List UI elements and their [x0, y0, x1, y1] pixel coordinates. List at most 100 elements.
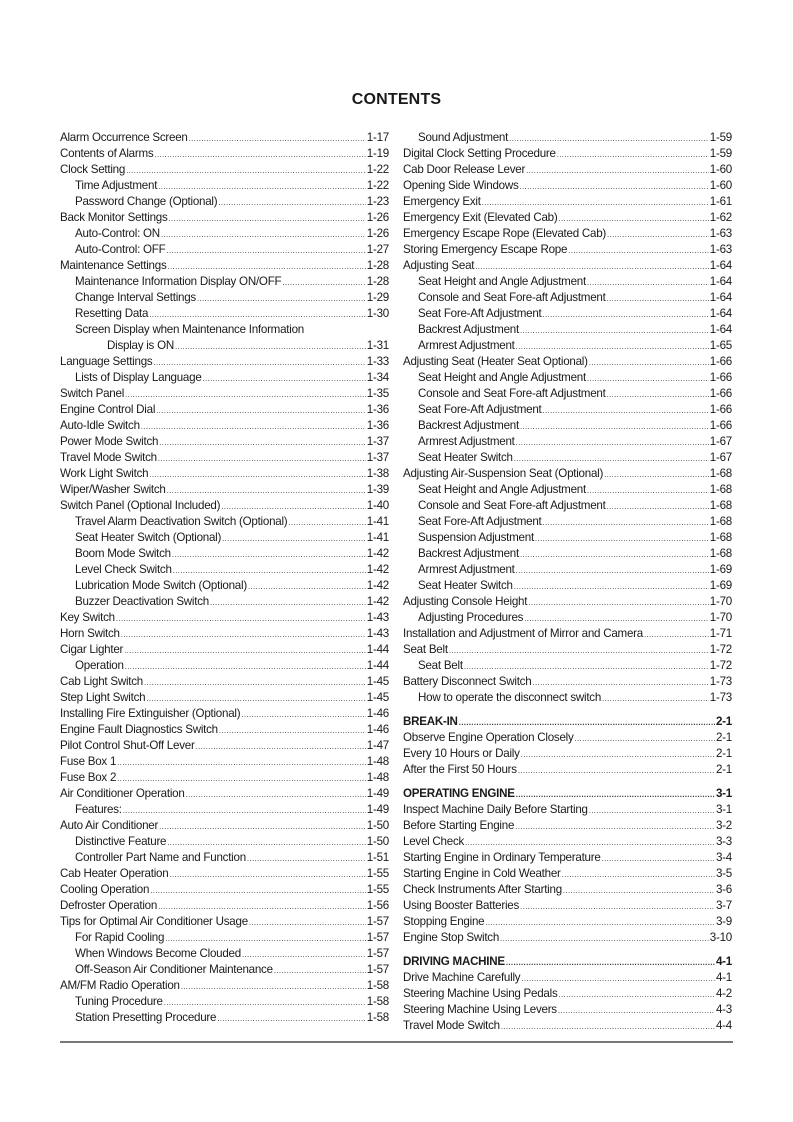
toc-entry[interactable]: Sound Adjustment 1-59 — [403, 130, 732, 146]
toc-section-heading[interactable]: OPERATING ENGINE 3-1 — [403, 786, 732, 802]
toc-entry[interactable]: Adjusting Air-Suspension Seat (Optional)… — [403, 466, 732, 482]
toc-entry[interactable]: Armrest Adjustment 1-65 — [403, 338, 732, 354]
toc-entry[interactable]: Console and Seat Fore-aft Adjustment 1-66 — [403, 386, 732, 402]
toc-entry[interactable]: Screen Display when Maintenance Informat… — [60, 322, 389, 338]
toc-entry[interactable]: Cigar Lighter 1-44 — [60, 642, 389, 658]
toc-entry[interactable]: Password Change (Optional) 1-23 — [60, 194, 389, 210]
toc-entry[interactable]: Adjusting Seat 1-64 — [403, 258, 732, 274]
toc-entry[interactable]: Seat Fore-Aft Adjustment 1-64 — [403, 306, 732, 322]
toc-entry[interactable]: Power Mode Switch 1-37 — [60, 434, 389, 450]
toc-entry[interactable]: Seat Belt 1-72 — [403, 658, 732, 674]
toc-entry[interactable]: Seat Heater Switch 1-69 — [403, 578, 732, 594]
toc-entry[interactable]: Level Check Switch 1-42 — [60, 562, 389, 578]
toc-entry[interactable]: Installation and Adjustment of Mirror an… — [403, 626, 732, 642]
toc-entry[interactable]: Inspect Machine Daily Before Starting 3-1 — [403, 802, 732, 818]
toc-entry[interactable]: Switch Panel (Optional Included) 1-40 — [60, 498, 389, 514]
toc-entry[interactable]: Backrest Adjustment 1-68 — [403, 546, 732, 562]
toc-entry[interactable]: Before Starting Engine 3-2 — [403, 818, 732, 834]
toc-entry[interactable]: Fuse Box 2 1-48 — [60, 770, 389, 786]
toc-entry[interactable]: Time Adjustment 1-22 — [60, 178, 389, 194]
toc-entry[interactable]: Fuse Box 1 1-48 — [60, 754, 389, 770]
toc-entry[interactable]: Off-Season Air Conditioner Maintenance 1-… — [60, 962, 389, 978]
toc-entry[interactable]: Drive Machine Carefully 4-1 — [403, 970, 732, 986]
toc-entry[interactable]: Change Interval Settings 1-29 — [60, 290, 389, 306]
toc-entry[interactable]: Seat Fore-Aft Adjustment 1-66 — [403, 402, 732, 418]
toc-entry[interactable]: Backrest Adjustment 1-64 — [403, 322, 732, 338]
toc-entry[interactable]: Emergency Exit (Elevated Cab) 1-62 — [403, 210, 732, 226]
toc-entry[interactable]: Clock Setting 1-22 — [60, 162, 389, 178]
toc-entry[interactable]: Armrest Adjustment 1-69 — [403, 562, 732, 578]
toc-entry[interactable]: Steering Machine Using Pedals 4-2 — [403, 986, 732, 1002]
toc-entry[interactable]: Pilot Control Shut-Off Lever 1-47 — [60, 738, 389, 754]
toc-entry[interactable]: Features: 1-49 — [60, 802, 389, 818]
toc-entry[interactable]: Observe Engine Operation Closely 2-1 — [403, 730, 732, 746]
toc-entry[interactable]: Armrest Adjustment 1-67 — [403, 434, 732, 450]
toc-entry[interactable]: Engine Control Dial 1-36 — [60, 402, 389, 418]
toc-entry[interactable]: Emergency Escape Rope (Elevated Cab) 1-63 — [403, 226, 732, 242]
toc-entry[interactable]: Suspension Adjustment 1-68 — [403, 530, 732, 546]
toc-entry[interactable]: Travel Mode Switch 1-37 — [60, 450, 389, 466]
toc-entry[interactable]: Travel Alarm Deactivation Switch (Option… — [60, 514, 389, 530]
toc-entry[interactable]: Digital Clock Setting Procedure 1-59 — [403, 146, 732, 162]
toc-entry[interactable]: Adjusting Procedures 1-70 — [403, 610, 732, 626]
toc-entry[interactable]: Air Conditioner Operation 1-49 — [60, 786, 389, 802]
toc-entry[interactable]: Wiper/Washer Switch 1-39 — [60, 482, 389, 498]
toc-entry[interactable]: Using Booster Batteries 3-7 — [403, 898, 732, 914]
toc-entry[interactable]: When Windows Become Clouded 1-57 — [60, 946, 389, 962]
toc-entry[interactable]: Engine Stop Switch 3-10 — [403, 930, 732, 946]
toc-entry[interactable]: Seat Heater Switch 1-67 — [403, 450, 732, 466]
toc-entry[interactable]: Defroster Operation 1-56 — [60, 898, 389, 914]
toc-section-heading[interactable]: DRIVING MACHINE 4-1 — [403, 954, 732, 970]
toc-entry[interactable]: Opening Side Windows 1-60 — [403, 178, 732, 194]
toc-entry[interactable]: Cab Door Release Lever 1-60 — [403, 162, 732, 178]
toc-entry[interactable]: AM/FM Radio Operation 1-58 — [60, 978, 389, 994]
toc-section-heading[interactable]: BREAK-IN 2-1 — [403, 714, 732, 730]
toc-entry[interactable]: Check Instruments After Starting 3-6 — [403, 882, 732, 898]
toc-entry[interactable]: Lists of Display Language 1-34 — [60, 370, 389, 386]
toc-entry[interactable]: Cab Light Switch 1-45 — [60, 674, 389, 690]
toc-entry[interactable]: Seat Height and Angle Adjustment 1-68 — [403, 482, 732, 498]
toc-entry[interactable]: How to operate the disconnect switch 1-73 — [403, 690, 732, 706]
toc-entry[interactable]: Operation 1-44 — [60, 658, 389, 674]
toc-entry[interactable]: Alarm Occurrence Screen 1-17 — [60, 130, 389, 146]
toc-entry[interactable]: Boom Mode Switch 1-42 — [60, 546, 389, 562]
toc-entry[interactable]: Cooling Operation 1-55 — [60, 882, 389, 898]
toc-entry[interactable]: Level Check 3-3 — [403, 834, 732, 850]
toc-entry[interactable]: Travel Mode Switch 4-4 — [403, 1018, 732, 1034]
toc-entry[interactable]: Installing Fire Extinguisher (Optional) 1… — [60, 706, 389, 722]
toc-entry[interactable]: Seat Heater Switch (Optional) 1-41 — [60, 530, 389, 546]
toc-entry[interactable]: Emergency Exit 1-61 — [403, 194, 732, 210]
toc-entry[interactable]: Maintenance Information Display ON/OFF 1-… — [60, 274, 389, 290]
toc-entry[interactable]: Work Light Switch 1-38 — [60, 466, 389, 482]
toc-entry[interactable]: Language Settings 1-33 — [60, 354, 389, 370]
toc-entry[interactable]: Engine Fault Diagnostics Switch 1-46 — [60, 722, 389, 738]
toc-entry[interactable]: Adjusting Seat (Heater Seat Optional) 1-6… — [403, 354, 732, 370]
toc-entry[interactable]: Starting Engine in Cold Weather 3-5 — [403, 866, 732, 882]
toc-entry[interactable]: Display is ON 1-31 — [60, 338, 389, 354]
toc-entry[interactable]: Cab Heater Operation 1-55 — [60, 866, 389, 882]
toc-entry[interactable]: Battery Disconnect Switch 1-73 — [403, 674, 732, 690]
toc-entry[interactable]: Adjusting Console Height 1-70 — [403, 594, 732, 610]
toc-entry[interactable]: Contents of Alarms 1-19 — [60, 146, 389, 162]
toc-entry[interactable]: Steering Machine Using Levers 4-3 — [403, 1002, 732, 1018]
toc-entry[interactable]: Tuning Procedure 1-58 — [60, 994, 389, 1010]
toc-entry[interactable]: Stopping Engine 3-9 — [403, 914, 732, 930]
toc-entry[interactable]: Maintenance Settings 1-28 — [60, 258, 389, 274]
toc-entry[interactable]: Auto-Idle Switch 1-36 — [60, 418, 389, 434]
toc-entry[interactable]: Station Presetting Procedure 1-58 — [60, 1010, 389, 1026]
toc-entry[interactable]: After the First 50 Hours 2-1 — [403, 762, 732, 778]
toc-entry[interactable]: Lubrication Mode Switch (Optional) 1-42 — [60, 578, 389, 594]
toc-entry[interactable]: For Rapid Cooling 1-57 — [60, 930, 389, 946]
toc-entry[interactable]: Console and Seat Fore-aft Adjustment 1-68 — [403, 498, 732, 514]
toc-entry[interactable]: Backrest Adjustment 1-66 — [403, 418, 732, 434]
toc-entry[interactable]: Storing Emergency Escape Rope 1-63 — [403, 242, 732, 258]
toc-entry[interactable]: Buzzer Deactivation Switch 1-42 — [60, 594, 389, 610]
toc-entry[interactable]: Auto-Control: ON 1-26 — [60, 226, 389, 242]
toc-entry[interactable]: Starting Engine in Ordinary Temperature 3… — [403, 850, 732, 866]
toc-entry[interactable]: Auto Air Conditioner 1-50 — [60, 818, 389, 834]
toc-entry[interactable]: Resetting Data 1-30 — [60, 306, 389, 322]
toc-entry[interactable]: Distinctive Feature 1-50 — [60, 834, 389, 850]
toc-entry[interactable]: Seat Height and Angle Adjustment 1-66 — [403, 370, 732, 386]
toc-entry[interactable]: Tips for Optimal Air Conditioner Usage 1-… — [60, 914, 389, 930]
toc-entry[interactable]: Step Light Switch 1-45 — [60, 690, 389, 706]
